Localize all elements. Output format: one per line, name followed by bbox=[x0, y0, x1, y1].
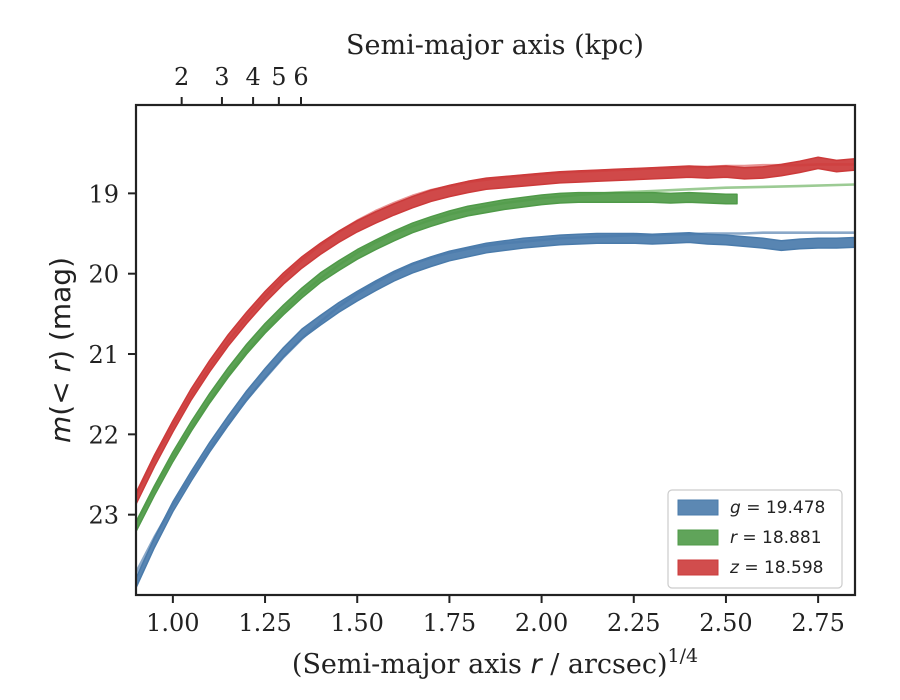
g-profile-band bbox=[136, 231, 855, 589]
x-tick-label: 1.75 bbox=[423, 609, 476, 637]
y-tick-label: 23 bbox=[88, 502, 119, 530]
top-axis-title: Semi-major axis (kpc) bbox=[346, 30, 644, 61]
y-axis-title-m: m bbox=[44, 416, 77, 443]
legend-band-value: = 18.881 bbox=[737, 528, 822, 548]
y-axis-ticks: 19 20 21 22 23 bbox=[88, 180, 136, 530]
x-tick-label: 2.50 bbox=[699, 609, 752, 637]
y-tick-label: 22 bbox=[88, 421, 119, 449]
x-axis-title-tail: / arcsec) bbox=[542, 649, 668, 680]
legend-band-value: = 19.478 bbox=[741, 498, 826, 518]
x-tick-label: 1.25 bbox=[238, 609, 291, 637]
legend-band-value: = 18.598 bbox=[739, 558, 824, 578]
legend-label-r: r = 18.881 bbox=[730, 528, 822, 548]
plot-frame bbox=[134, 103, 857, 597]
legend-band-name: r bbox=[730, 528, 738, 548]
z-profile-band bbox=[136, 156, 855, 505]
x-axis-title-sup: 1/4 bbox=[668, 645, 699, 667]
legend-swatch-g bbox=[677, 499, 719, 516]
legend-swatch-z bbox=[677, 559, 719, 576]
top-tick-label: 4 bbox=[245, 63, 260, 91]
y-axis-title-r: r bbox=[44, 359, 77, 372]
x-axis-title-main: (Semi-major axis bbox=[292, 649, 531, 680]
y-tick-label: 19 bbox=[88, 180, 119, 208]
y-tick-label: 20 bbox=[88, 261, 119, 289]
top-tick-label: 2 bbox=[174, 63, 189, 91]
y-axis-title: m(< r) (mag) bbox=[44, 257, 77, 443]
x-tick-label: 1.50 bbox=[331, 609, 384, 637]
top-tick-label: 5 bbox=[271, 63, 286, 91]
z-model-curve bbox=[136, 163, 855, 496]
top-tick-label: 6 bbox=[293, 63, 308, 91]
legend-swatch-r bbox=[677, 529, 719, 546]
y-axis-title-end: ) (mag) bbox=[44, 257, 77, 361]
x-axis-title: (Semi-major axis r / arcsec)1/4 bbox=[292, 645, 698, 680]
top-tick-label: 3 bbox=[214, 63, 229, 91]
x-tick-label: 2.75 bbox=[791, 609, 844, 637]
x-tick-label: 2.25 bbox=[607, 609, 660, 637]
x-tick-label: 1.00 bbox=[146, 609, 199, 637]
legend-label-z: z = 18.598 bbox=[729, 558, 823, 578]
y-tick-label: 21 bbox=[88, 341, 119, 369]
y-axis-title-mid: (< bbox=[44, 372, 77, 415]
x-tick-label: 2.00 bbox=[515, 609, 568, 637]
plot-area bbox=[136, 156, 855, 589]
x-axis-ticks: 1.00 1.25 1.50 1.75 2.00 2.25 2.50 2.75 bbox=[146, 595, 845, 637]
r-profile-band bbox=[136, 191, 738, 533]
legend-label-g: g = 19.478 bbox=[730, 498, 825, 518]
legend-band-name: g bbox=[730, 498, 741, 518]
series-layer bbox=[136, 156, 855, 589]
x-axis-title-var: r bbox=[531, 649, 544, 680]
legend-band-name: z bbox=[729, 558, 740, 578]
